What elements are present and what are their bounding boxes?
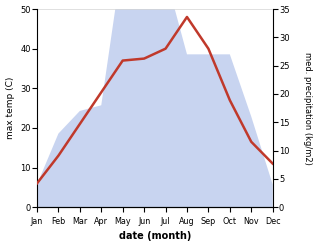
Y-axis label: max temp (C): max temp (C) xyxy=(5,77,15,139)
Y-axis label: med. precipitation (kg/m2): med. precipitation (kg/m2) xyxy=(303,52,313,165)
X-axis label: date (month): date (month) xyxy=(119,231,191,242)
